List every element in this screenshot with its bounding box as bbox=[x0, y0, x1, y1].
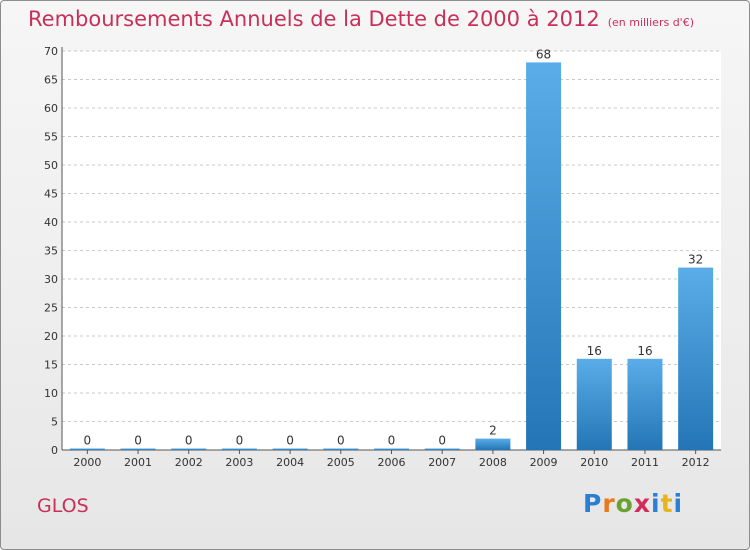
x-tick-label: 2002 bbox=[175, 456, 203, 469]
y-tick-label: 5 bbox=[51, 416, 58, 429]
bar-value-label: 16 bbox=[637, 344, 652, 358]
logo-letter: o bbox=[615, 489, 634, 518]
x-tick-label: 2006 bbox=[378, 456, 406, 469]
y-tick-label: 20 bbox=[44, 330, 58, 343]
x-tick-label: 2005 bbox=[327, 456, 355, 469]
bar bbox=[576, 358, 612, 450]
logo-letter: r bbox=[602, 489, 616, 518]
x-tick-label: 2004 bbox=[276, 456, 304, 469]
y-tick-label: 35 bbox=[44, 245, 58, 258]
logo-letter: i bbox=[651, 489, 661, 518]
chart-title: Remboursements Annuels de la Dette de 20… bbox=[28, 7, 694, 31]
bar-value-label: 68 bbox=[536, 47, 551, 61]
x-tick-label: 2003 bbox=[225, 456, 253, 469]
bar-value-label: 0 bbox=[286, 434, 294, 448]
logo-letter: t bbox=[660, 489, 674, 518]
x-tick-label: 2001 bbox=[124, 456, 152, 469]
y-tick-label: 15 bbox=[44, 359, 58, 372]
y-tick-label: 60 bbox=[44, 102, 58, 115]
bar-value-label: 0 bbox=[337, 434, 345, 448]
y-tick-label: 70 bbox=[44, 45, 58, 58]
x-tick-label: 2012 bbox=[682, 456, 710, 469]
bar-value-label: 0 bbox=[388, 434, 396, 448]
x-tick-label: 2009 bbox=[530, 456, 558, 469]
y-tick-label: 55 bbox=[44, 131, 58, 144]
y-tick-label: 10 bbox=[44, 387, 58, 400]
bar bbox=[221, 448, 257, 450]
y-tick-label: 45 bbox=[44, 188, 58, 201]
bar-value-label: 0 bbox=[185, 434, 193, 448]
y-tick-label: 65 bbox=[44, 74, 58, 87]
bar bbox=[678, 267, 714, 450]
logo-letter: i bbox=[673, 489, 684, 518]
y-tick-label: 40 bbox=[44, 216, 58, 229]
bar-value-label: 0 bbox=[84, 434, 92, 448]
commune-name: GLOS bbox=[37, 495, 89, 517]
bar-value-label: 0 bbox=[236, 434, 244, 448]
bar bbox=[120, 448, 156, 450]
y-tick-label: 0 bbox=[51, 444, 58, 457]
bar-value-label: 32 bbox=[688, 253, 703, 267]
x-tick-label: 2007 bbox=[428, 456, 456, 469]
y-tick-label: 30 bbox=[44, 273, 58, 286]
logo-letter: P bbox=[583, 489, 603, 518]
bar bbox=[627, 358, 663, 450]
x-tick-label: 2000 bbox=[73, 456, 101, 469]
bar bbox=[69, 448, 105, 450]
bar-value-label: 2 bbox=[489, 424, 497, 438]
bar bbox=[475, 438, 511, 450]
x-tick-label: 2008 bbox=[479, 456, 507, 469]
bar bbox=[424, 448, 460, 450]
bar bbox=[323, 448, 359, 450]
y-tick-label: 25 bbox=[44, 302, 58, 315]
logo-letter: x bbox=[633, 489, 651, 518]
proxiti-logo: Proxiti bbox=[583, 489, 683, 518]
bar bbox=[272, 448, 308, 450]
bar-value-label: 0 bbox=[438, 434, 446, 448]
bar bbox=[171, 448, 207, 450]
x-tick-label: 2010 bbox=[580, 456, 608, 469]
bar bbox=[374, 448, 409, 450]
chart-subtitle: (en milliers d'€) bbox=[607, 16, 694, 29]
bar bbox=[526, 62, 562, 451]
chart-title-text: Remboursements Annuels de la Dette de 20… bbox=[28, 7, 600, 31]
bar-value-label: 16 bbox=[587, 344, 602, 358]
bar-value-label: 0 bbox=[134, 434, 142, 448]
y-tick-label: 50 bbox=[44, 159, 58, 172]
x-tick-label: 2011 bbox=[631, 456, 659, 469]
